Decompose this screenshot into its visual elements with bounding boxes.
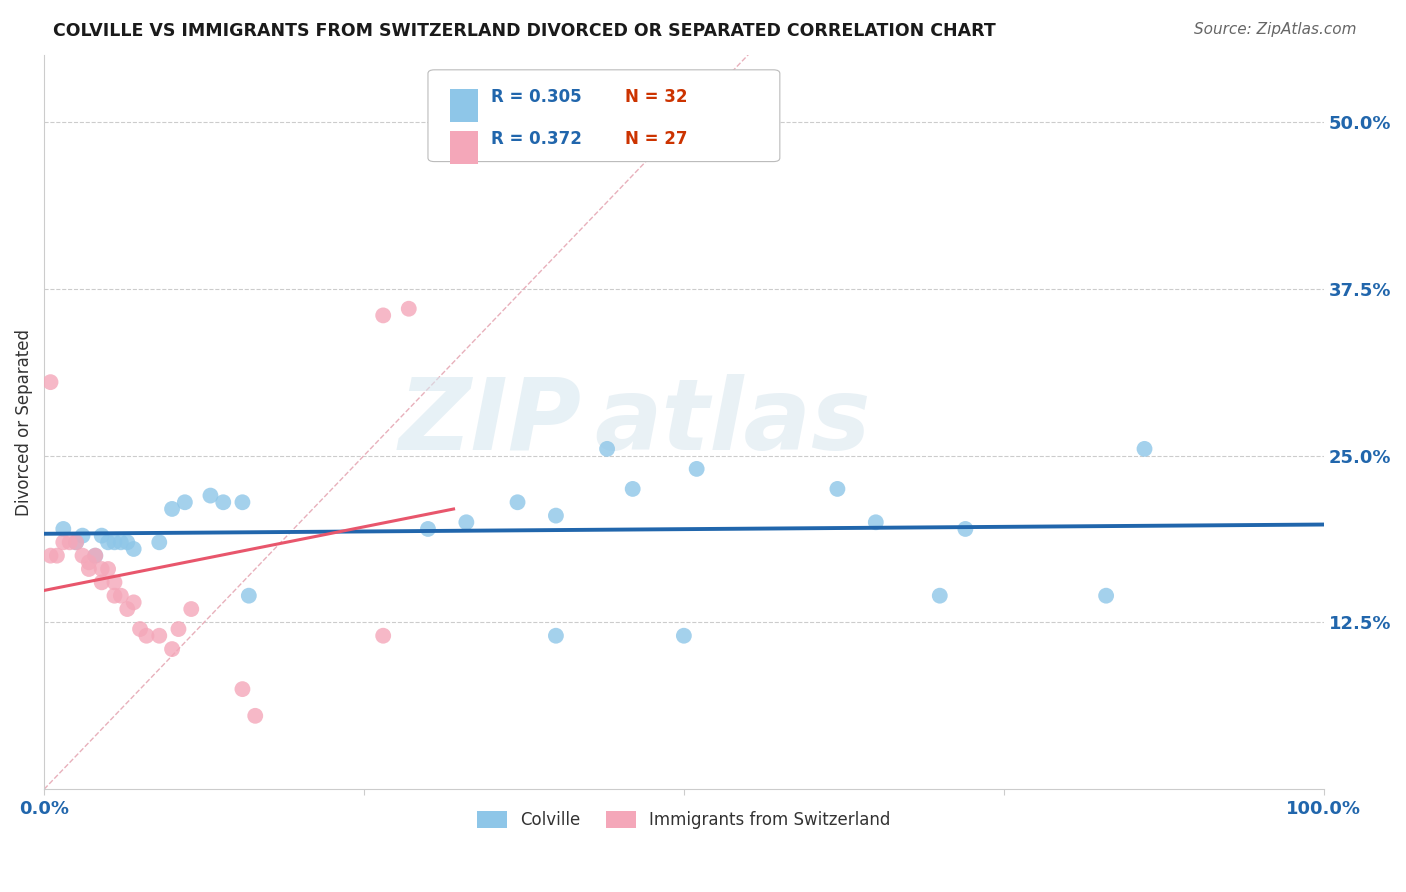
Point [45, 549, 67, 563]
Y-axis label: Divorced or Separated: Divorced or Separated [15, 328, 32, 516]
Point [373, 309, 395, 323]
Point [827, 482, 849, 496]
Text: N = 32: N = 32 [626, 87, 688, 106]
Text: N = 27: N = 27 [626, 130, 688, 148]
Point [103, 589, 125, 603]
Point [39, 375, 62, 389]
Point [72, 549, 94, 563]
Point [65, 535, 87, 549]
Point [398, 301, 420, 316]
Point [110, 589, 132, 603]
Point [72, 528, 94, 542]
Point [148, 535, 170, 549]
FancyBboxPatch shape [450, 88, 478, 121]
Point [416, 522, 439, 536]
Point [160, 502, 183, 516]
FancyBboxPatch shape [427, 70, 780, 161]
Legend: Colville, Immigrants from Switzerland: Colville, Immigrants from Switzerland [471, 805, 897, 836]
Point [52, 522, 75, 536]
Point [865, 516, 887, 530]
Point [231, 682, 253, 697]
Point [90, 562, 112, 576]
Point [84, 549, 107, 563]
Point [97, 562, 120, 576]
FancyBboxPatch shape [450, 131, 478, 164]
Point [135, 629, 157, 643]
Point [90, 575, 112, 590]
Point [103, 575, 125, 590]
Point [1095, 589, 1118, 603]
Text: COLVILLE VS IMMIGRANTS FROM SWITZERLAND DIVORCED OR SEPARATED CORRELATION CHART: COLVILLE VS IMMIGRANTS FROM SWITZERLAND … [53, 22, 997, 40]
Point [672, 629, 695, 643]
Point [160, 642, 183, 657]
Point [456, 516, 478, 530]
Point [103, 535, 125, 549]
Text: atlas: atlas [595, 374, 870, 471]
Point [928, 589, 950, 603]
Point [77, 555, 100, 569]
Point [59, 535, 82, 549]
Point [200, 489, 222, 503]
Point [373, 629, 395, 643]
Point [231, 495, 253, 509]
Point [955, 522, 977, 536]
Point [238, 589, 260, 603]
Point [167, 622, 190, 636]
Point [129, 622, 152, 636]
Point [1133, 442, 1156, 456]
Point [97, 535, 120, 549]
Point [122, 541, 145, 556]
Point [110, 535, 132, 549]
Point [245, 708, 267, 723]
Text: Source: ZipAtlas.com: Source: ZipAtlas.com [1194, 22, 1357, 37]
Point [621, 482, 644, 496]
Point [52, 535, 75, 549]
Point [544, 629, 567, 643]
Text: R = 0.305: R = 0.305 [491, 87, 581, 106]
Point [65, 535, 87, 549]
Point [212, 495, 235, 509]
Point [84, 549, 107, 563]
Point [596, 442, 619, 456]
Point [685, 462, 707, 476]
Point [90, 528, 112, 542]
Point [77, 562, 100, 576]
Point [180, 602, 202, 616]
Point [148, 629, 170, 643]
Point [39, 549, 62, 563]
Point [122, 595, 145, 609]
Point [544, 508, 567, 523]
Point [506, 495, 529, 509]
Point [173, 495, 195, 509]
Text: R = 0.372: R = 0.372 [491, 130, 582, 148]
Point [117, 602, 139, 616]
Point [117, 535, 139, 549]
Text: ZIP: ZIP [398, 374, 582, 471]
